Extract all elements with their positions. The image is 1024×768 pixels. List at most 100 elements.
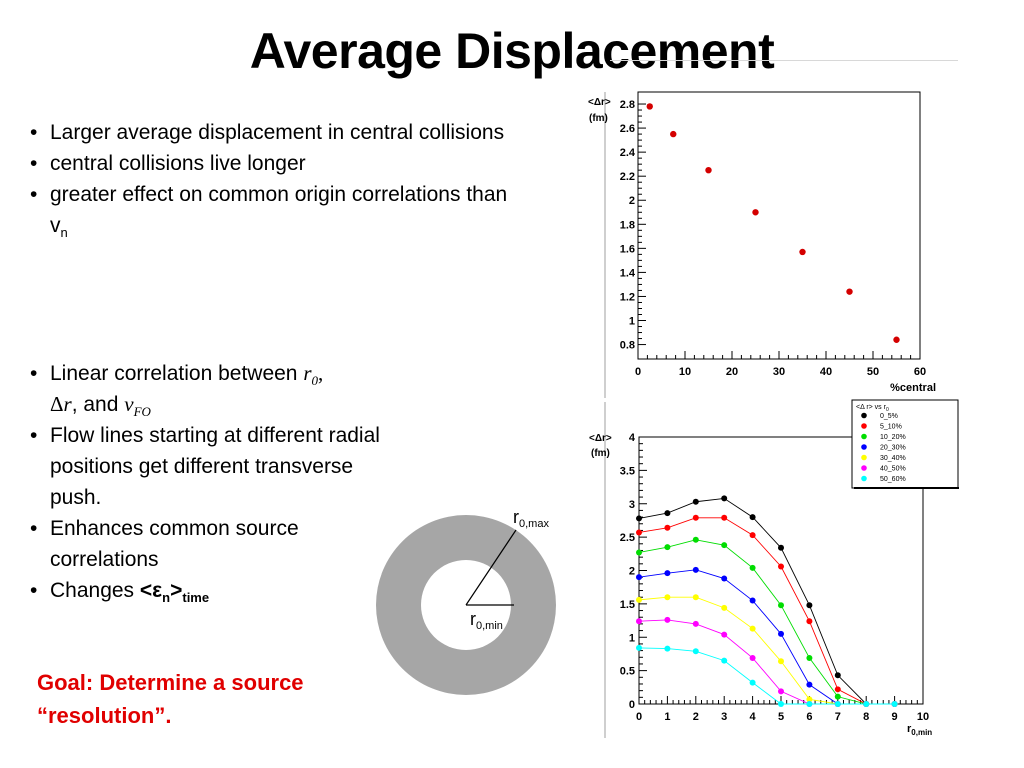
data-point <box>891 701 898 707</box>
y-tick-label: 2 <box>629 195 635 207</box>
bullet-item: Enhances common source correlations <box>30 513 400 575</box>
data-point <box>664 544 671 551</box>
data-point <box>863 701 870 707</box>
legend-label: 10_20% <box>880 434 906 441</box>
data-point <box>752 209 759 216</box>
bullet-text: , and <box>71 393 125 416</box>
x-tick-label: 10 <box>679 366 691 378</box>
x-tick-label: 1 <box>664 711 670 723</box>
symbol-time-subscript: time <box>182 590 210 606</box>
x-tick-label: 0 <box>636 711 642 723</box>
series-line <box>638 539 895 705</box>
data-point <box>721 631 728 638</box>
data-point <box>891 701 898 707</box>
bullet-item: Linear correlation between r0,Δr, and vF… <box>30 358 400 420</box>
ring-outer <box>376 515 556 695</box>
legend-marker <box>861 433 867 440</box>
y-tick-label: 1 <box>629 632 635 644</box>
data-point <box>721 495 728 502</box>
y-tick-label: 2 <box>629 566 635 578</box>
data-point <box>806 654 813 661</box>
data-point <box>806 602 813 609</box>
symbol-r: r <box>63 392 72 416</box>
data-point <box>692 514 699 521</box>
bullet-text: Enhances common source correlations <box>50 517 299 571</box>
data-point <box>721 542 728 549</box>
legend-label: 5_10% <box>880 424 902 431</box>
data-point <box>863 701 870 707</box>
y-axis-unit: (fm) <box>589 113 608 124</box>
data-point <box>778 658 784 665</box>
data-point <box>834 701 841 707</box>
data-point <box>778 563 784 570</box>
x-tick-label: 50 <box>867 366 879 378</box>
y-tick-label: 2.5 <box>620 532 635 544</box>
symbol-bracket: > <box>170 579 183 602</box>
symbol-r0-subscript: 0 <box>311 373 319 389</box>
data-point <box>778 688 784 695</box>
legend-marker <box>861 475 867 482</box>
y-axis-unit: (fm) <box>591 448 610 459</box>
data-point <box>834 701 841 707</box>
x-tick-label: 7 <box>835 711 841 723</box>
data-point <box>664 616 671 623</box>
y-tick-label: 2.8 <box>620 99 635 111</box>
data-point <box>834 686 841 693</box>
y-tick-label: 1.8 <box>620 219 635 231</box>
data-point <box>636 549 642 556</box>
data-point <box>834 701 841 707</box>
bullet-text: Flow lines starting at different radial … <box>50 424 380 509</box>
data-point <box>636 596 642 603</box>
plot-frame <box>637 91 921 360</box>
data-point <box>721 657 728 664</box>
data-point <box>863 701 870 707</box>
data-point <box>664 645 671 652</box>
legend-label: 30_40% <box>880 455 906 462</box>
data-point <box>778 602 784 609</box>
symbol-r0: r <box>303 361 312 385</box>
bullet-text: Changes <box>50 579 140 602</box>
y-tick-label: 0.5 <box>620 666 635 678</box>
r0max-label: r0,max <box>513 507 549 530</box>
data-point <box>806 701 813 707</box>
data-point <box>749 564 756 571</box>
y-tick-label: 1.5 <box>620 599 635 611</box>
x-tick-label: 30 <box>773 366 785 378</box>
series-line <box>638 569 895 705</box>
legend-marker <box>861 423 867 429</box>
y-tick-label: 1 <box>629 316 635 328</box>
data-point <box>806 696 813 703</box>
plot-frame <box>638 436 924 705</box>
data-point <box>721 575 728 582</box>
data-point <box>863 701 870 707</box>
y-tick-label: 2.2 <box>620 171 635 183</box>
x-tick-label: 10 <box>917 711 929 723</box>
data-point <box>799 248 806 256</box>
x-tick-label: 4 <box>750 711 757 723</box>
y-tick-label: 4 <box>629 432 636 444</box>
data-point <box>670 130 677 138</box>
data-point <box>664 510 671 517</box>
data-point <box>834 693 841 700</box>
data-point <box>636 529 642 536</box>
bullet-item: greater effect on common origin correlat… <box>30 179 510 241</box>
symbol-epsilon: <ε <box>139 579 163 602</box>
legend-label: 0_5% <box>880 413 898 420</box>
title-divider <box>610 60 958 61</box>
y-tick-label: 2.4 <box>620 147 636 159</box>
data-point <box>863 701 870 707</box>
data-point <box>891 701 898 707</box>
bullet-list-top: Larger average displacement in central c… <box>30 117 510 241</box>
x-tick-label: 20 <box>726 366 738 378</box>
radius-line-max <box>465 529 517 606</box>
symbol-epsilon-subscript: n <box>162 590 171 606</box>
x-axis-label: r0,min <box>907 723 932 737</box>
page-title: Average Displacement <box>249 23 775 79</box>
data-point <box>749 679 756 686</box>
x-tick-label: 40 <box>820 366 832 378</box>
series-line <box>638 497 895 705</box>
bullet-subscript: n <box>60 225 68 241</box>
data-point <box>705 166 712 174</box>
y-axis-label: <Δr> <box>588 97 611 108</box>
x-tick-label: 9 <box>892 711 898 723</box>
